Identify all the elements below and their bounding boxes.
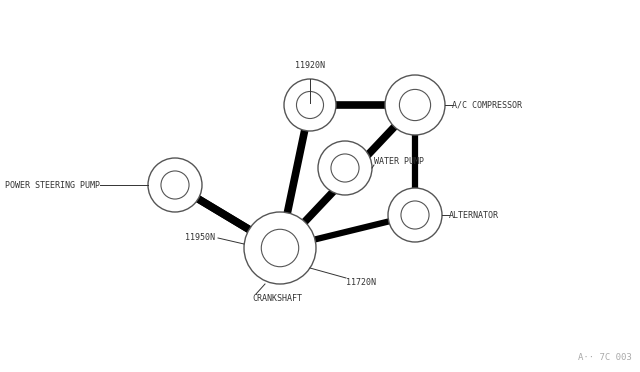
Text: POWER STEERING PUMP: POWER STEERING PUMP [5, 180, 100, 189]
Circle shape [148, 158, 202, 212]
Circle shape [284, 79, 336, 131]
Text: 11720N: 11720N [346, 278, 376, 287]
Circle shape [244, 212, 316, 284]
Text: 11950N: 11950N [185, 234, 215, 243]
Circle shape [318, 141, 372, 195]
Circle shape [385, 75, 445, 135]
Text: WATER PUMP: WATER PUMP [374, 157, 424, 167]
Text: 11920N: 11920N [295, 61, 325, 70]
Text: A/C COMPRESSOR: A/C COMPRESSOR [452, 100, 522, 109]
Text: CRANKSHAFT: CRANKSHAFT [252, 294, 302, 303]
Text: ALTERNATOR: ALTERNATOR [449, 211, 499, 219]
Text: A·· 7C 003: A·· 7C 003 [579, 353, 632, 362]
Circle shape [388, 188, 442, 242]
